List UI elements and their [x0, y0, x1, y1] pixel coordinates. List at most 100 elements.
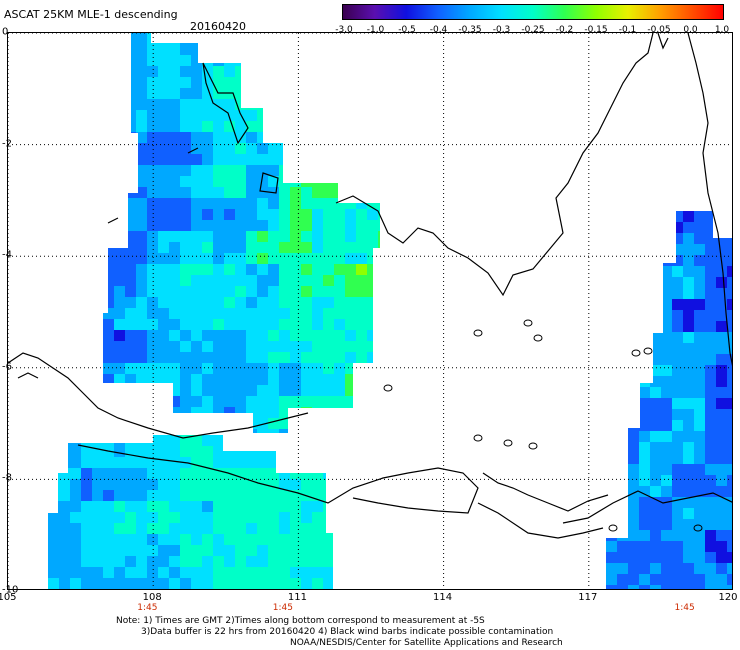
swath-cell	[312, 198, 324, 210]
swath-cell	[727, 387, 732, 399]
swath-cell	[312, 176, 324, 188]
swath-cell	[312, 55, 324, 67]
swath-cell	[235, 319, 247, 331]
swath-cell	[268, 385, 280, 397]
swath-cell	[202, 446, 214, 458]
swath-cell	[356, 407, 368, 419]
swath-cell	[136, 385, 148, 397]
swath-cell	[650, 233, 662, 245]
swath-cell	[301, 429, 313, 433]
swath-cell	[334, 330, 346, 342]
swath-cell	[158, 534, 170, 546]
small-island-outline	[528, 442, 538, 450]
swath-cell	[224, 534, 236, 546]
swath-cell	[103, 121, 115, 133]
swath-cell	[224, 512, 236, 524]
swath-cell	[356, 88, 368, 100]
swath-cell	[213, 363, 225, 375]
swath-cell	[694, 288, 706, 300]
swath-cell	[639, 288, 651, 300]
swath-cell	[169, 308, 181, 320]
swath-cell	[268, 330, 280, 342]
swath-cell	[136, 143, 148, 155]
swath-cell	[606, 541, 618, 553]
swath-cell	[257, 545, 269, 557]
swath-cell	[268, 132, 280, 144]
swath-cell	[191, 66, 203, 78]
swath-cell	[301, 143, 313, 155]
swath-cell	[279, 132, 291, 144]
swath-cell	[334, 385, 346, 397]
swath-cell	[202, 176, 214, 188]
swath-cell	[169, 352, 181, 364]
swath-cell	[224, 479, 236, 491]
swath-cell	[59, 534, 71, 546]
swath-cell	[345, 429, 357, 433]
swath-cell	[661, 464, 673, 476]
swath-cell	[268, 66, 280, 78]
swath-cell	[257, 374, 269, 386]
swath-cell	[279, 319, 291, 331]
swath-cell	[246, 231, 258, 243]
swath-cell	[103, 209, 115, 221]
swath-cell	[617, 387, 629, 399]
swath-cell	[125, 385, 137, 397]
swath-cell	[650, 508, 662, 520]
swath-cell	[213, 198, 225, 210]
swath-cell	[59, 578, 71, 589]
swath-cell	[180, 242, 192, 254]
swath-cell	[628, 255, 640, 267]
swath-cell	[257, 77, 269, 89]
swath-cell	[279, 435, 291, 447]
swath-cell	[345, 198, 357, 210]
swath-cell	[301, 341, 313, 353]
swath-cell	[125, 77, 137, 89]
swath-cell	[378, 176, 380, 188]
swath-cell	[158, 187, 170, 199]
swath-cell	[235, 512, 247, 524]
swath-cell	[191, 187, 203, 199]
swath-cell	[92, 479, 104, 491]
swath-cell	[628, 387, 640, 399]
swath-cell	[202, 385, 214, 397]
swath-cell	[356, 341, 368, 353]
swath-cell	[125, 429, 137, 433]
swath-cell	[103, 154, 115, 166]
swath-cell	[180, 578, 192, 589]
swath-cell	[279, 479, 291, 491]
swath-cell	[334, 363, 346, 375]
swath-cell	[191, 479, 203, 491]
swath-cell	[213, 110, 225, 122]
swath-cell	[81, 545, 93, 557]
swath-cell	[158, 88, 170, 100]
swath-cell	[224, 220, 236, 232]
swath-cell	[48, 457, 60, 469]
swath-cell	[169, 556, 181, 568]
swath-cell	[202, 534, 214, 546]
swath-cell	[345, 242, 357, 254]
swath-cell	[716, 387, 728, 399]
swath-cell	[114, 88, 126, 100]
swath-cell	[650, 442, 662, 454]
swath-cell	[694, 442, 706, 454]
swath-cell	[235, 275, 247, 287]
swath-cell	[191, 253, 203, 265]
swath-cell	[246, 363, 258, 375]
swath-cell	[268, 363, 280, 375]
swath-cell	[224, 242, 236, 254]
swath-cell	[323, 132, 335, 144]
swath-cell	[268, 578, 280, 589]
swath-cell	[323, 523, 333, 535]
swath-cell	[301, 308, 313, 320]
longitude-label: 105	[0, 592, 17, 603]
small-island-outline	[693, 524, 703, 532]
swath-cell	[345, 231, 357, 243]
swath-cell	[147, 446, 159, 458]
swath-cell	[378, 319, 380, 331]
swath-cell	[301, 66, 313, 78]
colorbar-tick: -1.0	[366, 25, 385, 35]
swath-cell	[323, 556, 333, 568]
swath-cell	[312, 545, 324, 557]
swath-cell	[180, 154, 192, 166]
swath-cell	[356, 110, 368, 122]
